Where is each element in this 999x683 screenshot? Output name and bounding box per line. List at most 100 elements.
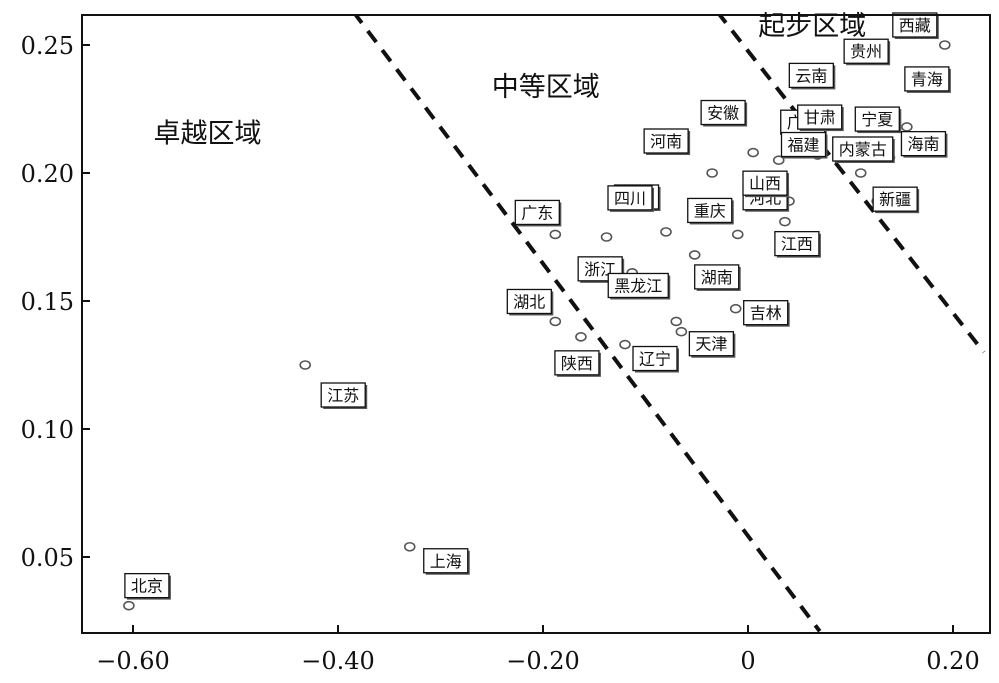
point-label-text: 上海 <box>430 552 462 571</box>
point-label-box <box>700 99 746 126</box>
data-point <box>901 122 913 132</box>
data-point <box>779 216 791 227</box>
point-label-text: 江西 <box>781 235 813 254</box>
point-label-box <box>124 572 170 599</box>
point-label-box <box>774 230 820 257</box>
data-point <box>938 40 951 50</box>
point-label-box <box>506 288 552 315</box>
point-label-text: 广东 <box>521 203 553 222</box>
point-label: 辽宁 <box>632 345 679 373</box>
point-label-text: 青海 <box>911 70 943 89</box>
point-label-box <box>780 131 827 158</box>
point-label-box <box>320 382 366 408</box>
data-point <box>619 339 631 350</box>
data-point <box>549 316 562 327</box>
x-tick-label: 0.20 <box>926 647 979 675</box>
point-label: 江苏 <box>320 382 368 409</box>
point-label-text: 安徽 <box>707 104 739 123</box>
point-label: 天津 <box>688 331 736 358</box>
point-label-box <box>788 62 834 89</box>
data-point <box>123 600 135 611</box>
data-point <box>299 360 312 370</box>
point-label-text: 宁夏 <box>861 110 893 129</box>
point-label: 广东 <box>514 199 562 227</box>
x-tick-label: −0.40 <box>301 647 375 675</box>
point-label: 陕西 <box>554 350 601 377</box>
y-tick-label: 0.25 <box>21 32 74 60</box>
y-tick-label: 0.10 <box>21 416 74 444</box>
point-label-text: 海南 <box>907 135 939 154</box>
point-label-box <box>643 128 689 154</box>
divider-lines <box>353 15 986 633</box>
data-point <box>600 232 613 242</box>
point-label-box <box>742 170 788 196</box>
point-label-text: 重庆 <box>694 201 726 220</box>
point-label: 甘肃 <box>797 104 844 132</box>
point-label-box <box>900 130 947 157</box>
point-label-box <box>892 12 938 38</box>
point-label-text: 北京 <box>131 577 163 596</box>
data-point <box>729 303 742 314</box>
point-label-box <box>743 300 789 326</box>
point-label-text: 辽宁 <box>639 350 671 369</box>
point-label: 江西 <box>774 230 821 258</box>
data-point <box>549 229 562 240</box>
point-labels: 北京江苏上海广东山东四川浙江河南湖北陕西辽宁黑龙江天津湖南吉林重庆河北安徽广西山… <box>124 12 951 600</box>
point-label-box <box>687 197 733 224</box>
point-label-box <box>694 264 740 290</box>
point-label: 山西 <box>742 170 789 198</box>
point-label: 北京 <box>124 572 171 600</box>
point-label: 河南 <box>643 128 691 155</box>
point-label: 四川 <box>607 185 654 212</box>
x-tick-label: −0.20 <box>506 647 580 675</box>
point-label-box <box>632 345 678 372</box>
point-label-text: 吉林 <box>750 304 782 323</box>
point-label: 安徽 <box>700 99 748 127</box>
point-label-text: 四川 <box>614 189 646 208</box>
x-axis: −0.60 −0.40 −0.20 0 0.20 <box>96 625 980 675</box>
region-label: 中等区域 <box>492 72 600 103</box>
point-label: 新疆 <box>872 186 920 214</box>
point-label-box <box>554 350 600 376</box>
point-label: 福建 <box>780 131 828 159</box>
point-label: 贵州 <box>843 38 891 66</box>
x-tick-label: −0.60 <box>96 647 170 675</box>
point-label: 青海 <box>904 66 951 93</box>
data-point <box>772 155 785 165</box>
data-point <box>706 168 718 178</box>
point-label: 黑龙江 <box>607 272 671 300</box>
data-point <box>675 326 688 337</box>
point-label-text: 天津 <box>695 335 727 354</box>
point-label-text: 江苏 <box>327 386 359 405</box>
point-label-box <box>688 331 735 357</box>
point-label-box <box>423 548 469 574</box>
point-label-text: 云南 <box>795 66 827 85</box>
point-label: 西藏 <box>892 12 939 39</box>
point-label-text: 新疆 <box>879 190 911 209</box>
divider-line-1 <box>353 15 822 633</box>
point-label: 海南 <box>900 130 948 158</box>
point-label: 宁夏 <box>854 106 902 134</box>
y-tick-label: 0.15 <box>21 288 74 316</box>
point-label: 重庆 <box>687 197 734 225</box>
point-label-text: 西藏 <box>899 16 931 35</box>
data-point <box>854 168 867 178</box>
point-label-box <box>514 199 560 226</box>
point-label: 吉林 <box>743 300 790 327</box>
data-point <box>731 229 744 240</box>
point-label-text: 甘肃 <box>804 108 836 127</box>
point-label-box <box>843 38 889 64</box>
point-label-text: 内蒙古 <box>839 140 887 159</box>
point-label-box <box>854 106 900 132</box>
point-label-text: 黑龙江 <box>614 276 662 295</box>
data-point <box>688 250 701 260</box>
point-label-box <box>904 66 950 92</box>
point-label: 云南 <box>788 62 836 90</box>
data-point <box>670 316 683 327</box>
point-label: 湖南 <box>694 264 741 291</box>
data-point <box>403 541 416 552</box>
x-tick-label: 0 <box>740 647 755 675</box>
point-label-box <box>832 136 894 162</box>
